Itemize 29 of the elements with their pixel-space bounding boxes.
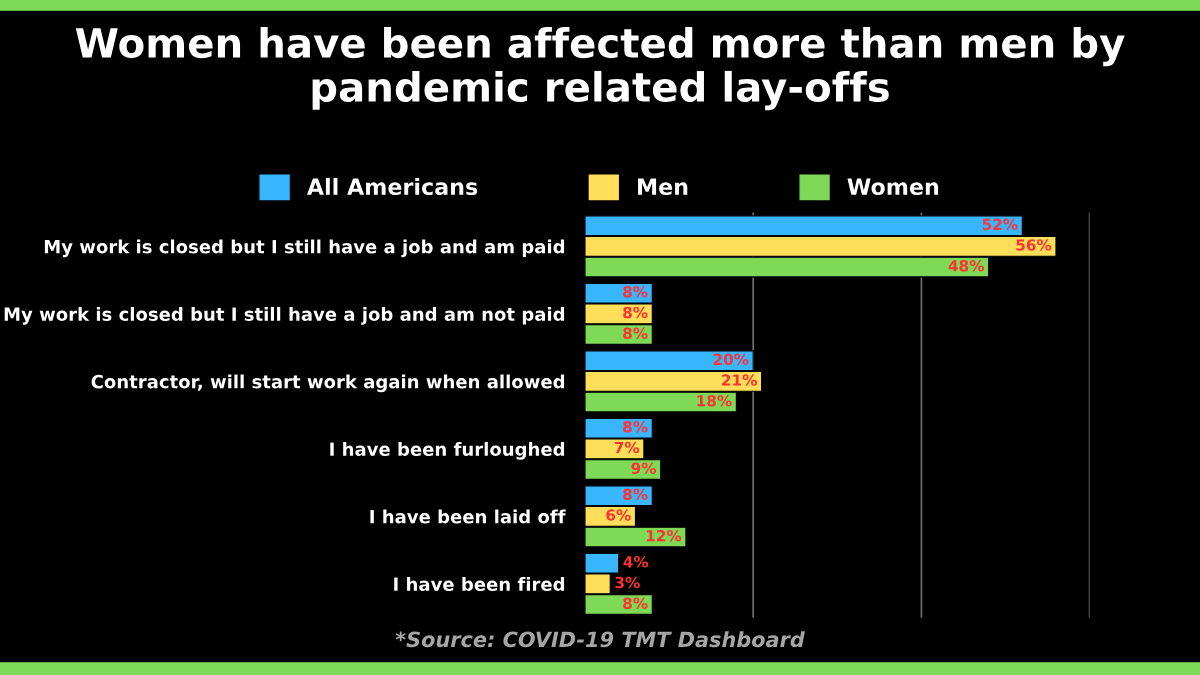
data-label: 8% — [623, 421, 648, 433]
legend-label: All Americans — [306, 177, 478, 196]
data-label: 7% — [614, 441, 640, 454]
data-label: 8% — [623, 327, 648, 340]
data-label: 8% — [623, 488, 648, 501]
data-label: 3% — [615, 576, 640, 589]
data-label: 56% — [1016, 239, 1052, 251]
data-label: 6% — [606, 509, 631, 521]
legend-label: Women — [847, 178, 939, 196]
data-label: 8% — [623, 286, 648, 298]
y-tick-label: I have been fired — [394, 577, 565, 591]
data-label: 8% — [623, 306, 648, 319]
data-label: 20% — [713, 353, 749, 366]
y-tick-label: I have been laid off — [370, 509, 566, 524]
text: *Source: COVID-19 TMT Dashboard — [395, 631, 805, 648]
y-tick-label: Contractor, will start work again when allowed — [91, 374, 565, 393]
data-label: 18% — [697, 394, 732, 407]
data-label: 4% — [623, 556, 649, 568]
chart-title: Women have been affected more than men by pandemic related lay-offs — [75, 27, 1125, 111]
data-label: 8% — [623, 597, 648, 610]
data-label: 12% — [646, 529, 682, 542]
data-label: 9% — [631, 462, 657, 475]
y-tick-label: My work is closed but I still have a job and am paid — [44, 239, 565, 258]
data-label: 48% — [948, 259, 985, 272]
legend-label: Men — [638, 178, 688, 196]
data-label: 21% — [722, 374, 757, 386]
data-label: 52% — [982, 218, 1018, 231]
y-tick-label: I have been furloughed — [330, 442, 565, 460]
y-tick-label: My work is closed but I still have a job and am not paid — [4, 307, 565, 325]
